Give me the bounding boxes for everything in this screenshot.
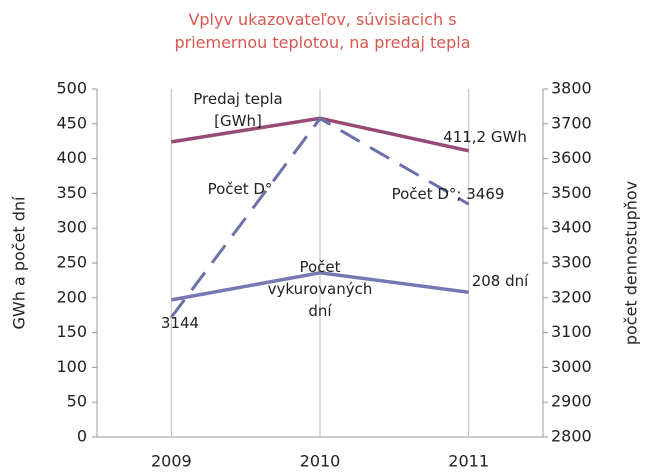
y-tick-label: 250 xyxy=(56,253,87,272)
y2-tick-label: 3800 xyxy=(551,79,592,98)
y2-tick-label: 3700 xyxy=(551,113,592,132)
y2-tick-label: 3600 xyxy=(551,148,592,167)
y-tick-label: 400 xyxy=(56,148,87,167)
y-tick-label: 300 xyxy=(56,218,87,237)
data-label: Počet D°; 3469 xyxy=(391,185,505,203)
x-tick-label: 2010 xyxy=(300,452,341,471)
series-line xyxy=(171,270,469,302)
y-axis-label: GWh a počet dní xyxy=(10,196,29,330)
series-label: Počet vykurovaných dní xyxy=(267,258,373,320)
y2-tick-label: 3500 xyxy=(551,183,592,202)
y-tick-label: 500 xyxy=(56,79,87,98)
x-tick-label: 2009 xyxy=(151,452,192,471)
series-line xyxy=(170,116,470,319)
y-tick-label: 350 xyxy=(56,183,87,202)
y2-tick-label: 3400 xyxy=(551,218,592,237)
y-tick-label: 450 xyxy=(56,113,87,132)
y2-tick-label: 3100 xyxy=(551,322,592,341)
y-tick-label: 150 xyxy=(56,322,87,341)
series-label: Počet D° xyxy=(207,180,273,198)
y2-axis-label: počet dennostupňov xyxy=(622,181,641,345)
y2-tick-label: 2900 xyxy=(551,392,592,411)
chart-title: Vplyv ukazovateľov, súvisiacich s prieme… xyxy=(174,10,471,52)
y2-tick-label: 3300 xyxy=(551,253,592,272)
y2-tick-label: 3200 xyxy=(551,287,592,306)
series-label: Predaj tepla [GWh] xyxy=(193,90,283,130)
data-label: 3144 xyxy=(160,314,200,332)
y-tick-label: 100 xyxy=(56,357,87,376)
x-tick-label: 2011 xyxy=(448,452,489,471)
y-tick-label: 200 xyxy=(56,287,87,306)
data-label: 208 dní xyxy=(471,272,529,290)
y-tick-label: 50 xyxy=(67,392,87,411)
y2-tick-label: 3000 xyxy=(551,357,592,376)
y-tick-label: 0 xyxy=(77,427,87,446)
data-label: 411,2 GWh xyxy=(443,128,527,146)
y2-tick-label: 2800 xyxy=(551,427,592,446)
